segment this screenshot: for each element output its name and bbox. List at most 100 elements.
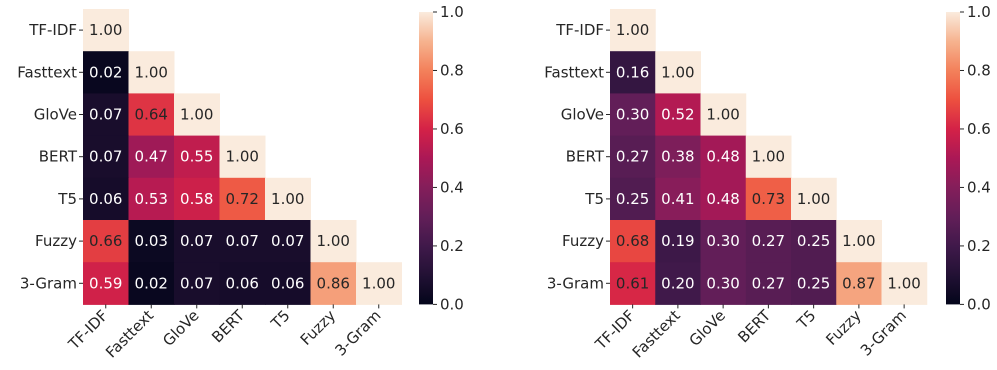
heatmap-cell <box>791 177 837 221</box>
colorbar-tick-label: 1.0 <box>440 3 464 21</box>
cell-value-label: 0.38 <box>661 148 694 166</box>
colorbar-tick-label: 1.0 <box>967 3 991 21</box>
y-tick-label-tf-idf: TF-IDF <box>555 21 604 39</box>
heatmap-cell <box>655 51 701 94</box>
heatmap-cell <box>610 51 656 94</box>
y-tick-label-fuzzy: Fuzzy <box>35 232 77 250</box>
y-tick-label-t5: T5 <box>584 190 604 208</box>
heatmap-cell <box>700 262 747 305</box>
heatmap-cell <box>655 135 701 179</box>
cell-value-label: 0.72 <box>226 190 259 208</box>
colorbar-tick-label: 0.4 <box>967 178 991 196</box>
y-tick-label-fuzzy: Fuzzy <box>562 232 604 250</box>
x-tick-label-glove: GloVe <box>686 307 729 350</box>
cell-value-label: 0.48 <box>706 148 739 166</box>
heatmap-cell <box>655 93 701 137</box>
cell-value-label: 0.06 <box>89 190 122 208</box>
cell-value-label: 0.02 <box>89 63 122 81</box>
cell-value-label: 1.00 <box>317 232 350 250</box>
heatmap-cell <box>174 93 220 137</box>
heatmap-cell <box>610 177 656 221</box>
cell-value-label: 0.73 <box>752 190 785 208</box>
heatmap-cell <box>745 220 792 263</box>
heatmap-cell <box>83 262 129 305</box>
cell-value-label: 0.48 <box>706 190 739 208</box>
colorbar-tick-label: 0.0 <box>440 295 464 313</box>
cell-value-label: 0.55 <box>180 148 213 166</box>
heatmap-cell <box>83 9 129 52</box>
cell-value-label: 0.64 <box>135 106 168 124</box>
heatmap-cell <box>836 262 882 305</box>
cell-value-label: 0.47 <box>135 148 168 166</box>
heatmap-cell <box>83 135 129 179</box>
cell-value-label: 1.00 <box>135 63 168 81</box>
colorbar-tick-label: 0.4 <box>440 178 464 196</box>
cell-value-label: 0.30 <box>616 106 649 124</box>
cell-value-label: 1.00 <box>797 190 830 208</box>
x-tick-label-fuzzy: Fuzzy <box>822 306 864 348</box>
heatmap-cell <box>700 93 747 137</box>
cell-value-label: 0.27 <box>752 274 785 292</box>
heatmap-cell <box>655 220 701 263</box>
colorbar <box>946 12 960 305</box>
y-tick-label-bert: BERT <box>39 148 78 166</box>
heatmap-cell <box>128 51 175 94</box>
cell-value-label: 1.00 <box>887 274 920 292</box>
y-tick-label-bert: BERT <box>566 148 605 166</box>
x-tick-label-fasttext: Fasttext <box>102 306 157 361</box>
cell-value-label: 1.00 <box>842 232 875 250</box>
x-tick-label-bert: BERT <box>734 306 774 346</box>
heatmap-cell <box>128 177 175 221</box>
cell-value-label: 1.00 <box>226 148 259 166</box>
heatmap-cell <box>610 9 656 52</box>
heatmap-cell <box>655 262 701 305</box>
heatmap-cell <box>83 51 129 94</box>
cell-value-label: 0.66 <box>89 232 122 250</box>
cell-value-label: 0.58 <box>180 190 213 208</box>
cell-value-label: 0.27 <box>752 232 785 250</box>
cell-value-label: 0.07 <box>180 274 213 292</box>
cell-value-label: 0.06 <box>226 274 259 292</box>
cell-value-label: 0.02 <box>135 274 168 292</box>
cell-value-label: 1.00 <box>271 190 304 208</box>
cell-value-label: 0.41 <box>661 190 694 208</box>
heatmap-cell <box>219 135 266 179</box>
heatmap-cell <box>610 220 656 263</box>
heatmap-cell <box>83 220 129 263</box>
y-tick-label-tf-idf: TF-IDF <box>28 21 77 39</box>
x-tick-label-glove: GloVe <box>159 307 202 350</box>
colorbar-tick-label: 0.2 <box>967 237 991 255</box>
heatmap-cell <box>610 93 656 137</box>
cell-value-label: 1.00 <box>89 21 122 39</box>
colorbar-tick-label: 0.6 <box>440 120 464 138</box>
colorbar-tick-label: 0.2 <box>440 237 464 255</box>
heatmap-cell <box>174 135 220 179</box>
cell-value-label: 0.16 <box>616 63 649 81</box>
heatmap-cell <box>219 262 266 305</box>
cell-value-label: 0.25 <box>797 232 830 250</box>
cell-value-label: 1.00 <box>180 106 213 124</box>
cell-value-label: 0.07 <box>89 148 122 166</box>
y-tick-label-t5: T5 <box>57 190 77 208</box>
cell-value-label: 0.07 <box>271 232 304 250</box>
heatmap-cell <box>836 220 882 263</box>
cell-value-label: 0.27 <box>616 148 649 166</box>
heatmap-cell <box>128 262 175 305</box>
heatmap-cell <box>174 177 220 221</box>
heatmap-cell <box>655 177 701 221</box>
y-tick-label-glove: GloVe <box>561 106 604 124</box>
x-tick-label-t5: T5 <box>267 307 294 334</box>
heatmap-cell <box>610 135 656 179</box>
heatmap-cell <box>128 220 175 263</box>
cell-value-label: 0.20 <box>661 274 694 292</box>
heatmap-cell <box>174 262 220 305</box>
colorbar-tick-label: 0.8 <box>440 61 464 79</box>
cell-value-label: 0.07 <box>226 232 259 250</box>
cell-value-label: 0.25 <box>797 274 830 292</box>
heatmap-cell <box>128 93 175 137</box>
heatmap-cell <box>310 262 357 305</box>
x-tick-label-3-gram: 3-Gram <box>857 307 910 360</box>
heatmap-panel-left: 1.000.02 1.000.07 0.64 1.000.07 0.47 0.55 1.00… <box>17 3 464 361</box>
cell-value-label: 0.53 <box>135 190 168 208</box>
